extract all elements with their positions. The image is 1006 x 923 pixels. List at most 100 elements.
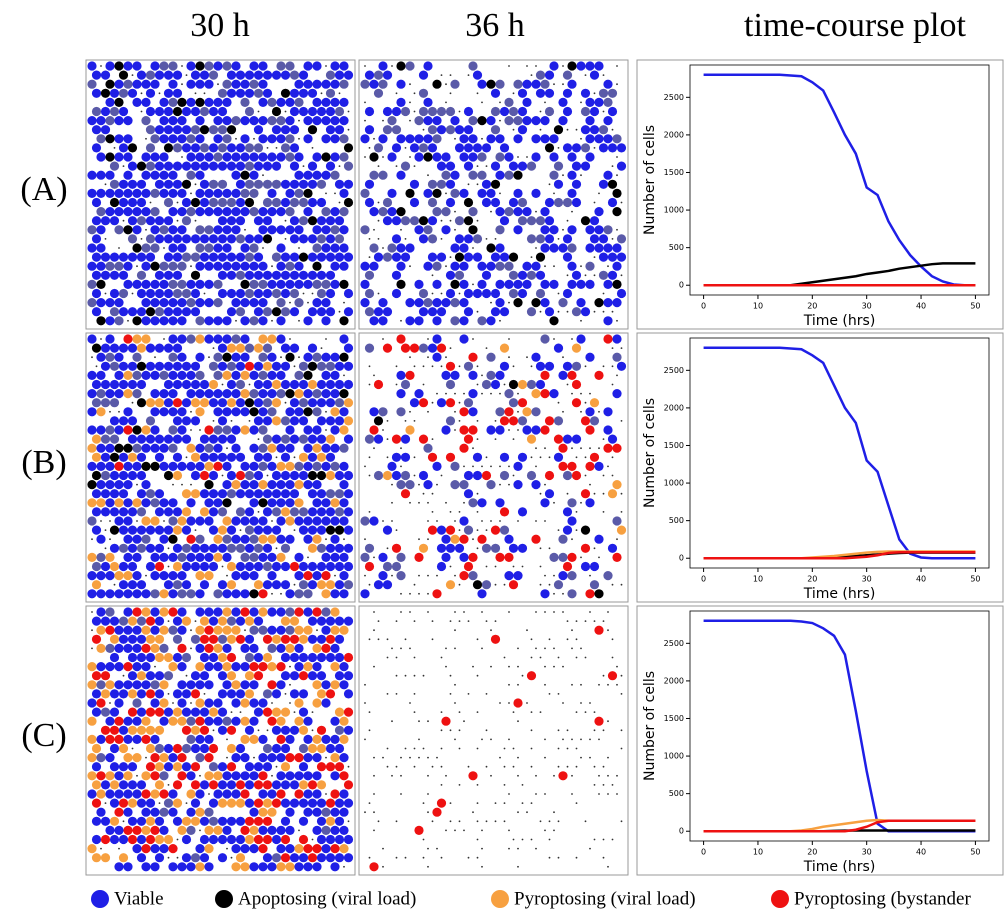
cell — [253, 70, 264, 80]
cell-dot — [521, 565, 524, 568]
cell — [454, 270, 465, 280]
cell-dot — [194, 92, 197, 95]
cell — [195, 261, 205, 271]
cell — [96, 734, 106, 745]
cell — [231, 534, 241, 544]
cell — [190, 543, 201, 553]
cell — [445, 525, 456, 535]
cell — [159, 589, 169, 599]
cell-dot — [377, 238, 380, 240]
cell-dot — [212, 347, 215, 349]
cell — [378, 298, 388, 308]
cell — [168, 716, 178, 726]
cell — [603, 243, 613, 253]
cell — [612, 352, 622, 362]
cell — [127, 671, 138, 681]
cell-dot — [190, 629, 192, 632]
cell — [118, 270, 129, 280]
cell — [258, 261, 268, 271]
series-line — [703, 550, 976, 560]
cell — [127, 434, 138, 444]
cell — [312, 807, 322, 817]
cell — [364, 288, 375, 299]
cell — [204, 862, 214, 872]
cell — [217, 88, 228, 98]
cell — [244, 652, 255, 663]
cell — [472, 452, 483, 462]
cell — [423, 188, 433, 198]
cell — [208, 125, 219, 135]
cell — [468, 771, 478, 781]
cell — [343, 689, 354, 699]
cell — [132, 552, 142, 563]
cell — [127, 616, 138, 626]
cell — [154, 343, 165, 353]
cell — [526, 216, 537, 226]
cell — [316, 416, 327, 426]
cell — [616, 525, 627, 535]
cell — [141, 807, 151, 817]
cell — [123, 207, 133, 217]
cell — [450, 170, 460, 180]
cell — [289, 88, 300, 98]
cell — [127, 689, 138, 699]
cell — [330, 734, 340, 745]
cell-dot — [530, 838, 533, 841]
cell — [382, 580, 393, 590]
cell — [159, 389, 169, 399]
cell — [213, 552, 223, 563]
cell — [244, 525, 255, 535]
cell-dot — [566, 638, 569, 641]
cell-dot — [382, 756, 384, 759]
cell-dot — [580, 647, 582, 650]
cell — [141, 662, 151, 672]
cell — [468, 425, 478, 435]
cell — [96, 188, 106, 198]
cell — [373, 88, 384, 98]
cell — [580, 125, 591, 135]
cell — [177, 225, 187, 235]
cell-dot — [440, 365, 443, 368]
cell — [364, 307, 375, 317]
cell — [199, 780, 210, 790]
cell-dot — [445, 265, 447, 268]
cell — [240, 298, 250, 308]
cell — [262, 507, 273, 517]
cell — [226, 161, 237, 171]
cell — [258, 116, 268, 126]
y-tick-label: 2500 — [664, 366, 684, 375]
cell — [382, 252, 393, 262]
cell — [118, 743, 129, 754]
cell — [235, 197, 246, 208]
cell — [186, 389, 196, 399]
cell — [240, 825, 250, 836]
cell — [195, 188, 205, 198]
cell — [177, 279, 187, 289]
cell — [249, 589, 259, 599]
cell — [262, 179, 273, 189]
cell — [294, 480, 304, 490]
cell — [222, 352, 232, 362]
cell-dot — [293, 583, 296, 586]
cell — [163, 707, 174, 717]
cell — [289, 689, 300, 699]
cell — [163, 798, 174, 808]
cell — [280, 634, 291, 644]
cell — [307, 452, 318, 462]
cell-dot — [602, 620, 605, 622]
cell-dot — [521, 802, 524, 804]
cell — [436, 398, 447, 408]
cell — [96, 261, 106, 271]
cell — [132, 207, 142, 217]
cell — [585, 261, 595, 271]
cell — [414, 298, 424, 308]
cell-dot — [553, 774, 555, 777]
cell — [186, 680, 196, 690]
cell-dot — [413, 165, 416, 168]
cell-dot — [364, 683, 366, 686]
cell-dot — [104, 238, 107, 240]
cell — [181, 652, 192, 663]
cell — [136, 379, 147, 390]
cell-dot — [508, 738, 510, 741]
cell — [285, 516, 295, 526]
